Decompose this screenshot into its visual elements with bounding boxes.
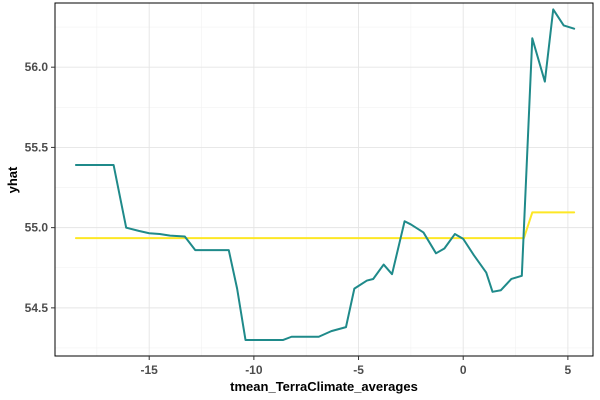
- x-tick-label: 0: [460, 363, 467, 377]
- x-tick-label: 5: [565, 363, 572, 377]
- series-line-1: [74, 8, 576, 341]
- x-tick-label: -10: [245, 363, 263, 377]
- plot-border: [54, 2, 594, 357]
- y-axis: 54.5 55.0 55.5 56.0: [25, 60, 55, 315]
- y-tick-label: 56.0: [25, 60, 49, 74]
- y-tick-label: 55.5: [25, 140, 49, 154]
- y-tick-label: 54.5: [25, 301, 49, 315]
- x-axis: -15 -10 -5 0 5: [141, 356, 572, 377]
- grid-major: [55, 3, 593, 356]
- x-tick-label: -5: [353, 363, 364, 377]
- y-axis-title: yhat: [5, 166, 20, 193]
- series-line-2: [74, 211, 576, 240]
- y-tick-label: 55.0: [25, 221, 49, 235]
- plot-background: [55, 3, 593, 356]
- series-layer: [74, 8, 576, 341]
- x-tick-label: -15: [141, 363, 159, 377]
- x-axis-title: tmean_TerraClimate_averages: [230, 379, 418, 394]
- grid-minor: [55, 3, 593, 356]
